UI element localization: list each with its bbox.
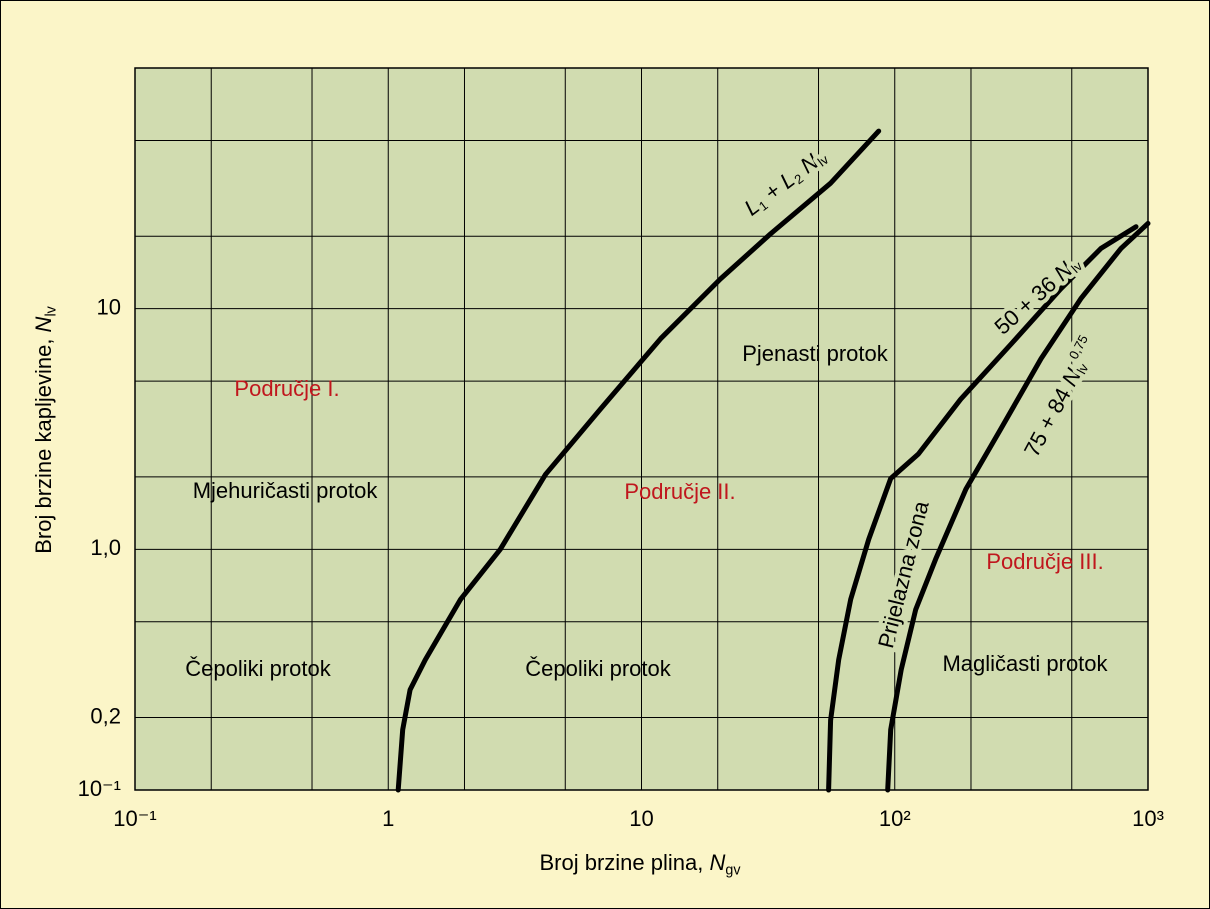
text-run: Broj brzine kapljevine,: [31, 332, 56, 553]
y-tick-label: 0,2: [90, 703, 121, 728]
x-axis-label: Broj brzine plina, Ngv: [540, 850, 742, 879]
curve: [885, 220, 1151, 793]
x-tick-label: 10³: [1132, 806, 1164, 831]
text-run: Broj brzine plina,: [540, 850, 710, 875]
x-tick-label: 10²: [879, 806, 911, 831]
y-tick-label: 10: [97, 294, 121, 319]
y-tick-label: 10⁻¹: [78, 776, 121, 801]
x-tick-label: 1: [382, 806, 394, 831]
y-axis-label: Broj brzine kapljevine, Nlv: [31, 305, 60, 553]
y-tick-label: 1,0: [90, 535, 121, 560]
annotation: Pjenasti protok: [742, 341, 889, 366]
text-run: N: [31, 316, 56, 332]
annotation: Područje I.: [234, 376, 339, 401]
curve: [395, 128, 882, 793]
plot-frame: [134, 67, 1149, 791]
annotation: Čepoliki protok: [525, 656, 672, 681]
annotation: Mjehuričasti protok: [193, 478, 379, 503]
annotation: Čepoliki protok: [185, 656, 332, 681]
annotation: Magličasti protok: [942, 651, 1108, 676]
x-tick-label: 10⁻¹: [113, 806, 156, 831]
text-run: N: [709, 850, 725, 875]
text-run: lv: [43, 305, 59, 316]
annotation: Područje III.: [986, 549, 1103, 574]
text-run: gv: [725, 862, 741, 878]
annotation: Područje II.: [624, 479, 735, 504]
x-tick-label: 10: [629, 806, 653, 831]
curve: [826, 224, 1139, 793]
